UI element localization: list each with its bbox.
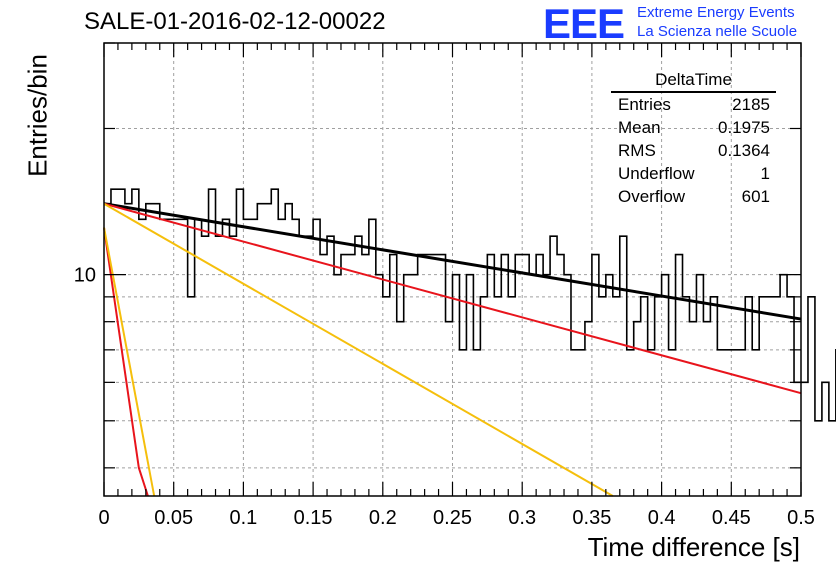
x-tick-label: 0.35: [572, 507, 611, 529]
plot-title: SALE-01-2016-02-12-00022: [84, 8, 386, 35]
fit-curve: [103, 227, 156, 497]
eee-logo: EEE: [543, 0, 625, 47]
stats-value: 0.1364: [718, 141, 770, 160]
x-tick-label: 0.2: [369, 507, 397, 529]
x-tick-label: 0.45: [712, 507, 751, 529]
x-tick-label: 0.3: [508, 507, 536, 529]
x-tick-label: 0.5: [787, 507, 815, 529]
y-axis-label: Entries/bin: [22, 54, 53, 177]
fit-curve: [103, 202, 614, 497]
stats-row-mean: Mean 0.1975: [611, 116, 776, 139]
x-axis-label: Time difference [s]: [587, 532, 800, 562]
stats-label: Underflow: [618, 164, 695, 183]
x-tick-label: 0.25: [433, 507, 472, 529]
x-tick-label: 0.15: [294, 507, 333, 529]
stats-box: DeltaTime Entries 2185 Mean 0.1975 RMS 0…: [611, 70, 776, 208]
stats-row-entries: Entries 2185: [611, 93, 776, 116]
stats-value: 2185: [732, 95, 770, 114]
fit-curve: [103, 202, 802, 395]
org-name-line2: La Scienza nelle Scuole: [637, 23, 798, 40]
stats-value: 1: [760, 164, 770, 183]
stats-title: DeltaTime: [611, 70, 776, 93]
org-name-line1: Extreme Energy Events: [637, 4, 795, 21]
x-tick-label: 0.1: [229, 507, 257, 529]
stats-value: 601: [741, 187, 770, 206]
stats-value: 0.1975: [718, 118, 770, 137]
fit-curve: [103, 227, 149, 497]
stats-row-underflow: Underflow 1: [611, 162, 776, 185]
stats-row-overflow: Overflow 601: [611, 185, 776, 208]
stats-label: RMS: [618, 141, 656, 160]
stats-row-rms: RMS 0.1364: [611, 139, 776, 162]
stats-label: Entries: [618, 95, 671, 114]
stats-label: Mean: [618, 118, 661, 137]
stats-label: Overflow: [618, 187, 686, 206]
y-tick-label: 10: [74, 265, 96, 287]
x-tick-label: 0.05: [154, 507, 193, 529]
fit-curve: [103, 202, 802, 321]
x-tick-label: 0.4: [648, 507, 676, 529]
x-tick-label: 0: [98, 507, 109, 529]
histogram-line: [104, 188, 836, 422]
